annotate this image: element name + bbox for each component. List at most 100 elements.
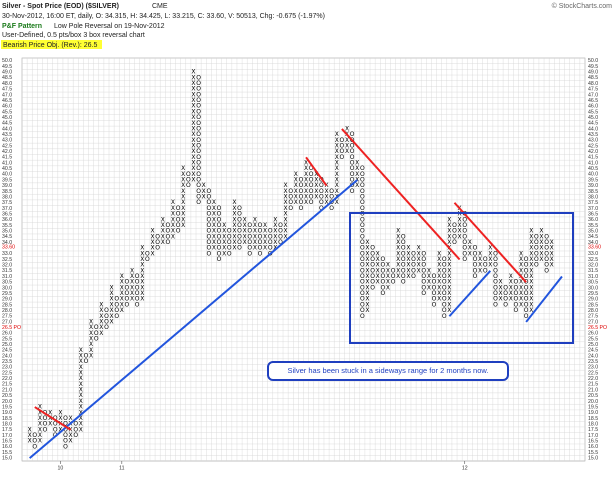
x-box: X — [539, 233, 543, 240]
o-box: O — [360, 199, 365, 206]
o-box: O — [247, 245, 252, 252]
x-box: X — [181, 199, 185, 206]
x-box: X — [38, 409, 42, 416]
o-box: O — [411, 267, 416, 274]
x-box: X — [458, 216, 462, 223]
x-box: X — [498, 279, 502, 286]
o-box: O — [503, 301, 508, 308]
o-box: O — [237, 205, 242, 212]
y-tick-label: 26.0 — [2, 331, 12, 337]
o-box: O — [350, 142, 355, 149]
x-box: X — [263, 239, 267, 246]
o-box: O — [63, 443, 68, 450]
x-box: X — [253, 222, 257, 229]
o-box: O — [493, 262, 498, 269]
x-box: X — [314, 177, 318, 184]
x-box: X — [355, 182, 359, 189]
x-box: X — [345, 125, 349, 132]
o-box: O — [114, 307, 119, 314]
x-box: X — [284, 194, 288, 201]
x-box: X — [89, 352, 93, 359]
trendlines — [29, 128, 563, 459]
o-box: O — [544, 267, 549, 274]
x-box: X — [212, 199, 216, 206]
x-box: X — [335, 182, 339, 189]
o-box: O — [125, 290, 130, 297]
o-box: O — [493, 284, 498, 291]
y-tick-label: 48.0 — [2, 81, 12, 87]
x-box: X — [488, 245, 492, 252]
x-box: X — [304, 171, 308, 178]
x-box: X — [79, 375, 83, 382]
x-box: X — [335, 171, 339, 178]
x-box: X — [222, 228, 226, 235]
o-box: O — [340, 148, 345, 155]
o-box: O — [217, 205, 222, 212]
o-box: O — [217, 239, 222, 246]
o-box: O — [514, 279, 519, 286]
y-tick-label-right: 28.5 — [588, 302, 598, 308]
x-box: X — [529, 307, 533, 314]
x-box: X — [110, 290, 114, 297]
o-box: O — [421, 256, 426, 263]
o-box: O — [411, 273, 416, 280]
x-box: X — [447, 222, 451, 229]
o-box: O — [534, 250, 539, 257]
o-box: O — [94, 330, 99, 337]
x-box: X — [458, 233, 462, 240]
x-box: X — [335, 131, 339, 138]
o-box: O — [288, 194, 293, 201]
o-box: O — [196, 131, 201, 138]
o-box: O — [380, 273, 385, 280]
o-box: O — [360, 194, 365, 201]
o-box: O — [73, 432, 78, 439]
o-column: OO — [145, 250, 150, 263]
x-box: X — [48, 415, 52, 422]
x-box: X — [284, 216, 288, 223]
y-tick-label-right: 31.5 — [588, 268, 598, 274]
o-box: O — [524, 290, 529, 297]
x-box: X — [314, 171, 318, 178]
x-box: X — [69, 432, 73, 439]
x-box: X — [130, 267, 134, 274]
o-box: O — [514, 284, 519, 291]
y-tick-label: 41.5 — [2, 155, 12, 161]
o-box: O — [350, 182, 355, 189]
o-box: O — [135, 284, 140, 291]
o-box: O — [483, 267, 488, 274]
x-box: X — [212, 239, 216, 246]
x-box: X — [437, 279, 441, 286]
o-box: O — [268, 233, 273, 240]
x-box: X — [437, 256, 441, 263]
y-tick-label-right: 32.0 — [588, 263, 598, 269]
o-box: O — [32, 432, 37, 439]
o-box: O — [360, 211, 365, 218]
o-box: O — [114, 301, 119, 308]
o-box: O — [421, 279, 426, 286]
title: Silver - Spot Price (EOD) ($SILVER) — [2, 3, 119, 10]
o-box: O — [524, 262, 529, 269]
x-box: X — [99, 330, 103, 337]
x-box: X — [243, 239, 247, 246]
o-box: O — [268, 239, 273, 246]
o-box: O — [186, 171, 191, 178]
x-box: X — [294, 199, 298, 206]
o-box: O — [493, 296, 498, 303]
o-box: O — [524, 307, 529, 314]
y-tick-label: 45.5 — [2, 109, 12, 115]
y-tick-label-right: 32.5 — [588, 257, 598, 263]
x-box: X — [181, 205, 185, 212]
o-box: O — [493, 301, 498, 308]
o-box: O — [176, 211, 181, 218]
o-box: O — [319, 182, 324, 189]
x-box: X — [529, 290, 533, 297]
x-box: X — [396, 267, 400, 274]
o-box: O — [135, 290, 140, 297]
o-box: O — [258, 245, 263, 252]
x-box: X — [427, 279, 431, 286]
